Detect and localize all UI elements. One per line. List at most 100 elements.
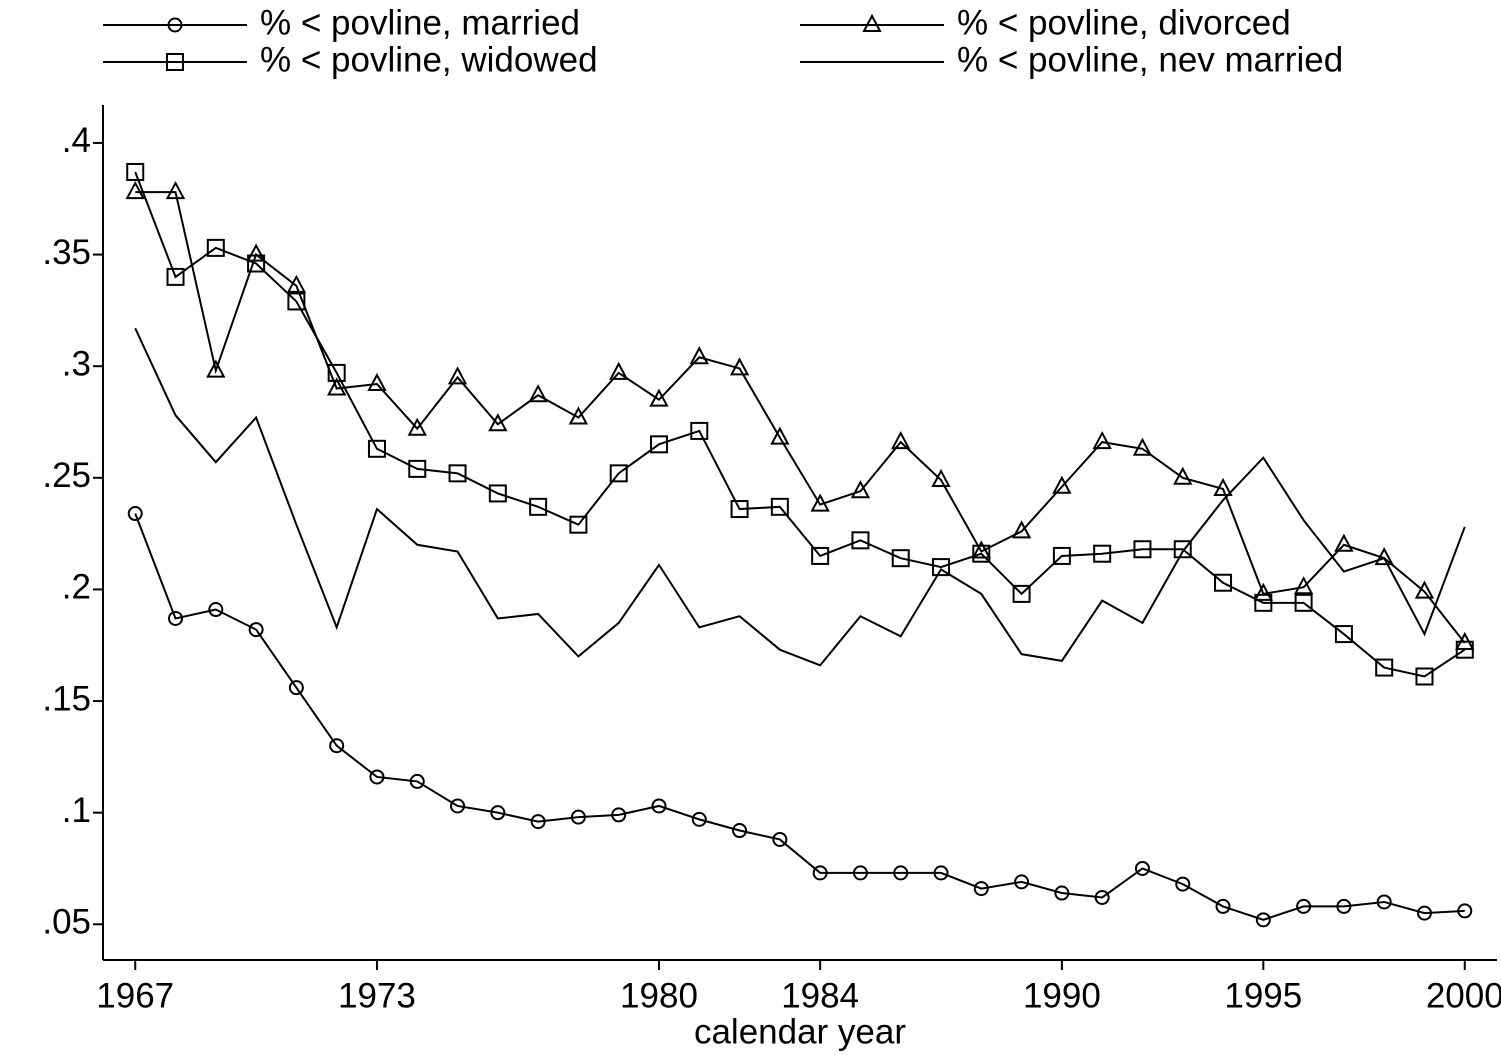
marker [933,865,949,881]
marker [1334,533,1354,552]
marker [772,831,788,847]
marker [488,413,508,432]
legend-marker [862,13,882,32]
series-line [135,191,1466,644]
marker [287,292,306,311]
marker [1215,898,1231,914]
series-line [134,513,1465,921]
marker [165,180,186,200]
y-tick-label: .05 [42,903,91,942]
marker [490,805,506,821]
marker [126,162,145,181]
marker [1133,540,1152,559]
marker [1416,905,1432,921]
marker [1457,903,1473,919]
x-axis-label: calendar year [694,1012,906,1051]
marker [649,388,669,407]
marker [168,610,184,626]
marker [528,384,548,403]
marker [125,180,145,200]
marker [609,464,628,483]
x-tick-label: 1973 [338,976,416,1015]
y-tick-label: .2 [62,568,91,607]
x-tick-label: 2000 [1426,976,1501,1015]
marker [1134,860,1150,876]
marker [488,484,507,503]
marker [1414,580,1435,599]
marker [810,493,830,512]
marker [1294,593,1313,612]
marker [1254,593,1273,612]
marker [1092,430,1112,450]
marker [408,459,427,478]
marker [971,540,991,559]
marker [1093,544,1112,563]
marker [1132,437,1153,456]
marker [812,865,828,881]
x-tick-label: 1995 [1224,976,1302,1015]
marker [530,814,546,830]
marker [367,372,387,392]
marker [689,346,709,365]
marker [247,254,266,273]
legend-marker [166,53,184,71]
marker [690,421,709,440]
marker [327,377,347,396]
marker [206,238,225,257]
legend-label: % < povline, divorced [957,3,1291,42]
legend-label: % < povline, widowed [260,40,598,79]
marker [369,769,385,785]
marker [893,865,909,881]
x-tick-label: 1984 [781,976,859,1015]
x-tick-label: 1967 [96,976,174,1015]
marker [932,558,951,577]
marker [891,549,910,568]
series-line [134,327,1466,667]
marker [973,881,989,897]
marker [208,602,224,618]
marker [1334,625,1353,644]
marker [770,426,790,445]
marker [407,417,427,436]
marker [732,823,748,839]
marker [811,546,830,565]
x-tick-label: 1990 [1023,976,1101,1015]
marker [206,359,226,378]
marker [329,738,345,754]
marker [1014,874,1030,890]
marker [609,361,629,380]
marker [327,363,346,382]
marker [1052,546,1071,565]
marker [529,497,548,516]
marker [770,497,789,516]
marker [891,430,911,450]
marker [1374,547,1394,566]
marker [1455,640,1474,659]
marker [852,865,868,881]
y-tick-label: .15 [42,679,91,718]
marker [651,798,667,814]
y-tick-label: .25 [42,456,91,495]
legend-label: % < povline, nev married [957,40,1343,79]
marker [1296,898,1312,914]
marker [1012,584,1031,603]
marker [1052,475,1072,494]
marker [1255,912,1271,928]
legend-label: % < povline, married [260,3,580,42]
marker [127,506,143,522]
marker [569,515,588,534]
marker [1214,573,1233,592]
legend-marker [167,17,183,33]
marker [1173,540,1192,559]
marker [450,798,466,814]
marker [288,680,304,696]
y-tick-label: .3 [62,344,91,383]
marker [166,267,185,286]
marker [729,357,750,376]
y-tick-label: .35 [42,233,91,272]
marker [248,622,264,638]
y-tick-label: .4 [62,121,91,160]
marker [931,468,951,488]
